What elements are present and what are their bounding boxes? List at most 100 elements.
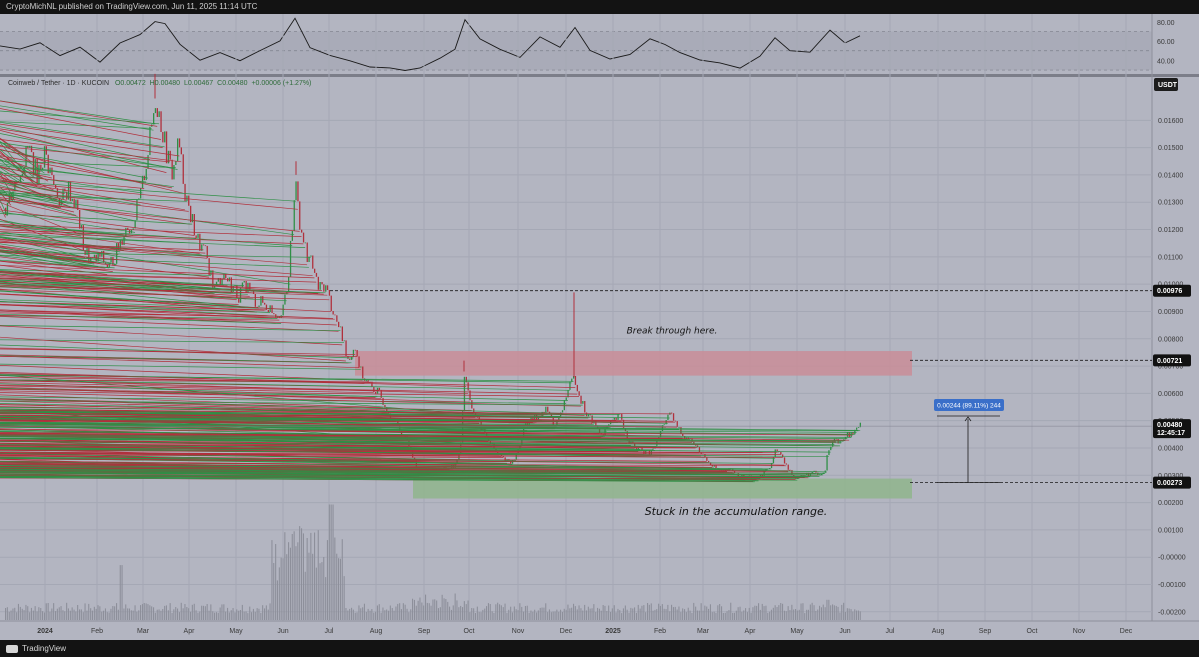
volume-bar — [780, 603, 782, 620]
candle-wick — [0, 475, 800, 479]
candle-wick — [0, 138, 32, 163]
volume-bar — [574, 606, 576, 620]
volume-bar — [108, 612, 110, 620]
volume-bar — [443, 598, 445, 620]
candle-wick — [0, 438, 835, 445]
price-axis[interactable] — [1152, 77, 1199, 621]
volume-bar — [778, 605, 780, 620]
candle-body — [806, 472, 808, 476]
candle-wick — [0, 304, 334, 319]
support-zone[interactable] — [413, 478, 912, 499]
volume-bar — [8, 611, 10, 620]
time-tick: Sep — [418, 628, 431, 635]
resistance-zone[interactable] — [355, 351, 912, 376]
volume-bar — [384, 610, 386, 620]
current-price-badge[interactable] — [1153, 419, 1191, 439]
level-badge[interactable] — [1153, 284, 1191, 297]
volume-bar — [191, 604, 193, 620]
volume-bar — [132, 610, 134, 620]
currency-badge[interactable] — [1154, 78, 1178, 91]
candle-wick — [0, 468, 815, 474]
candle-body — [687, 437, 689, 439]
candle-body — [780, 451, 782, 455]
candle-body — [328, 290, 331, 296]
volume-bar — [436, 600, 438, 620]
oscillator-grid — [0, 31, 1152, 71]
candle-body — [343, 340, 345, 342]
time-tick: Apr — [745, 628, 757, 635]
volume-bar — [848, 608, 850, 620]
volume-bar — [857, 610, 859, 620]
oscillator-price-axis[interactable] — [1152, 14, 1199, 74]
volume-bar — [715, 612, 717, 620]
time-tick: 2024 — [37, 628, 53, 635]
symbol-name[interactable]: Coinweb / Tether · 1D · KUCOIN — [8, 80, 109, 87]
candle-body — [545, 406, 547, 413]
candle-body — [56, 188, 59, 198]
volume-bar — [302, 533, 304, 620]
chart-annotation[interactable]: Break through here. — [627, 326, 718, 336]
measure-badge[interactable] — [934, 399, 1004, 412]
volume-bar — [167, 610, 169, 620]
candle-body — [97, 252, 99, 262]
volume-bar — [850, 609, 852, 620]
level-badge[interactable] — [1153, 476, 1191, 489]
candle-wick — [0, 293, 332, 313]
volume-bar — [497, 602, 499, 620]
volume-bar — [265, 605, 267, 620]
volume-bar — [238, 610, 240, 620]
volume-bar — [99, 606, 101, 620]
volume-bar — [360, 608, 362, 620]
candle-wick — [0, 158, 43, 179]
candle-body — [671, 412, 673, 414]
volume-bar — [334, 537, 336, 620]
volume-bar — [30, 607, 32, 620]
candle-body — [700, 452, 702, 454]
candle-wick — [0, 469, 826, 474]
level-badge[interactable] — [1153, 354, 1191, 367]
candle-wick — [0, 398, 472, 411]
volume-bar — [530, 610, 532, 620]
volume-bar — [56, 608, 58, 620]
volume-bar — [326, 540, 328, 620]
volume-bar — [114, 606, 116, 620]
tradingview-logo[interactable]: TradingView — [6, 640, 66, 657]
candle-body — [369, 381, 371, 383]
volume-bar — [77, 605, 79, 620]
candle-body — [276, 316, 279, 318]
candle-body — [308, 256, 310, 262]
candle-wick — [0, 431, 852, 438]
measure-tool[interactable]: 0.00244 (89.11%) 244 — [934, 399, 1004, 484]
chart-annotation[interactable]: Stuck in the accumulation range. — [645, 505, 828, 518]
candle-body — [574, 376, 577, 385]
volume-bar — [456, 600, 458, 620]
oscillator-tick: 40.00 — [1157, 58, 1175, 65]
candle-body — [776, 449, 778, 452]
candle-body — [693, 441, 695, 445]
candle-wick — [0, 448, 829, 458]
candle-wick — [0, 389, 580, 397]
volume-bar — [859, 611, 861, 620]
volume-bar — [312, 553, 314, 620]
volume-bar — [415, 605, 417, 620]
price-tick: 0.01300 — [1158, 200, 1183, 207]
time-axis[interactable] — [0, 621, 1199, 640]
candle-wick — [0, 412, 591, 418]
volume-bar — [647, 603, 649, 620]
chart-svg[interactable]: 80.00 60.00 40.00 Break through here. Stuck… — [0, 14, 1199, 640]
candle-body — [221, 279, 223, 285]
candle-body — [696, 445, 699, 447]
candle-body — [774, 449, 776, 458]
volume-bars — [5, 504, 861, 620]
volume-bar — [204, 606, 206, 620]
volume-bar — [556, 609, 558, 620]
volume-bar — [643, 605, 645, 620]
candle-body — [47, 154, 49, 174]
candle-wick — [0, 271, 226, 280]
symbol-header[interactable]: Coinweb / Tether · 1D · KUCOIN O0.00472 … — [8, 80, 311, 87]
candle-body — [591, 415, 593, 424]
candle-body — [177, 138, 179, 162]
pane-separator[interactable] — [0, 74, 1199, 77]
candle-wick — [0, 299, 259, 309]
